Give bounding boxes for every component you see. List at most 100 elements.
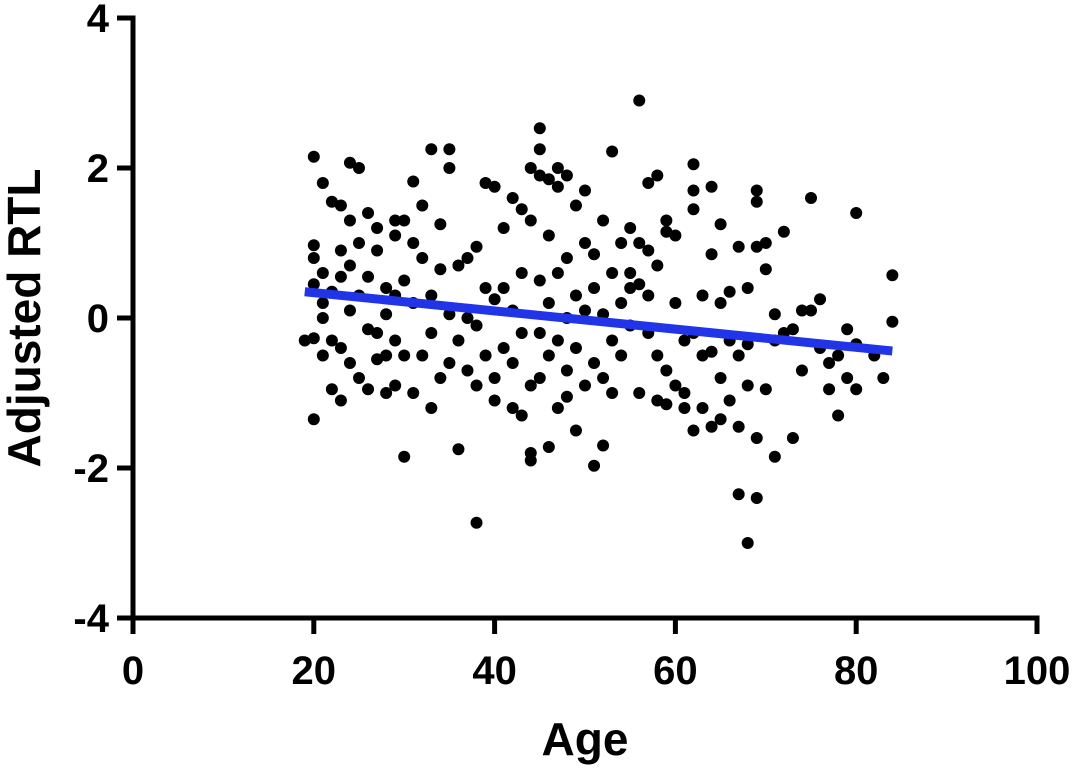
- data-point: [425, 289, 438, 302]
- data-point: [850, 383, 863, 396]
- data-point: [669, 297, 682, 309]
- data-point: [877, 372, 890, 384]
- data-point: [786, 432, 799, 444]
- data-point: [443, 162, 456, 174]
- data-point: [380, 387, 393, 399]
- data-point: [560, 364, 573, 377]
- data-point: [389, 214, 402, 227]
- data-point: [651, 169, 664, 182]
- data-point: [488, 293, 501, 306]
- data-point: [579, 237, 591, 249]
- data-point: [615, 349, 628, 362]
- x-tick-label: 60: [653, 649, 698, 693]
- data-point: [660, 364, 673, 377]
- data-point: [669, 229, 682, 242]
- data-point: [750, 240, 763, 253]
- data-point: [714, 218, 727, 231]
- y-axis-ticks: 4 2 0 -2 -4: [73, 0, 133, 641]
- data-point: [759, 383, 772, 396]
- data-point: [497, 342, 510, 354]
- data-point: [434, 263, 447, 276]
- data-point: [380, 308, 393, 321]
- data-point: [307, 413, 320, 426]
- data-point: [551, 334, 564, 347]
- y-tick-label: 4: [87, 0, 110, 41]
- data-point: [696, 349, 709, 362]
- data-point: [696, 289, 709, 302]
- axes-frame: [130, 15, 1040, 621]
- data-point: [325, 195, 338, 208]
- data-point: [316, 312, 329, 324]
- data-point: [569, 199, 582, 212]
- data-point: [714, 297, 727, 309]
- data-point: [597, 214, 610, 227]
- data-point: [786, 323, 799, 336]
- data-point: [515, 327, 528, 339]
- data-point: [353, 237, 365, 249]
- data-point: [886, 315, 899, 328]
- data-point: [334, 342, 347, 354]
- data-point: [533, 274, 546, 287]
- data-point: [642, 177, 655, 189]
- data-point: [579, 379, 591, 392]
- data-point: [732, 349, 745, 362]
- data-point: [434, 218, 447, 231]
- data-point: [353, 162, 365, 174]
- data-point: [669, 379, 682, 392]
- data-point: [579, 304, 591, 317]
- data-point: [633, 94, 646, 107]
- data-point: [569, 289, 582, 302]
- data-point: [380, 282, 393, 294]
- data-point: [334, 199, 347, 212]
- data-point: [814, 293, 827, 306]
- data-point: [524, 214, 537, 227]
- data-point: [488, 372, 501, 384]
- data-point: [795, 364, 808, 377]
- data-point: [624, 222, 637, 234]
- x-tick-label: 40: [472, 649, 517, 693]
- data-point: [307, 278, 320, 291]
- data-point: [823, 383, 836, 396]
- data-point: [533, 122, 546, 135]
- y-tick-label: 0: [87, 297, 109, 341]
- data-point: [461, 252, 474, 264]
- data-point: [850, 207, 863, 219]
- data-point: [579, 184, 591, 197]
- data-point: [443, 357, 456, 369]
- data-point: [325, 334, 338, 347]
- data-point: [841, 372, 854, 384]
- data-point: [633, 278, 646, 291]
- data-point: [479, 177, 492, 189]
- data-point: [316, 177, 329, 189]
- data-point: [741, 338, 754, 351]
- data-point: [443, 308, 456, 321]
- data-point: [533, 169, 546, 182]
- data-point: [362, 383, 375, 396]
- data-point: [606, 267, 619, 279]
- data-point: [362, 323, 375, 336]
- data-point: [343, 304, 356, 317]
- y-axis-title: Adjusted RTL: [0, 169, 50, 468]
- data-point: [434, 372, 447, 384]
- data-point: [470, 516, 483, 529]
- data-point: [687, 158, 700, 171]
- data-point: [497, 282, 510, 294]
- data-point: [732, 240, 745, 253]
- data-point: [542, 441, 555, 453]
- data-point: [506, 192, 519, 204]
- data-point: [515, 203, 528, 216]
- data-point: [461, 312, 474, 324]
- data-point: [750, 184, 763, 197]
- data-point: [524, 454, 537, 467]
- data-point: [741, 282, 754, 294]
- data-point: [307, 239, 320, 252]
- data-point: [823, 357, 836, 369]
- data-point: [732, 420, 745, 433]
- data-point: [325, 383, 338, 396]
- data-point: [542, 297, 555, 309]
- data-point: [443, 143, 456, 156]
- data-point: [316, 297, 329, 309]
- data-point: [768, 450, 781, 463]
- data-point: [533, 372, 546, 384]
